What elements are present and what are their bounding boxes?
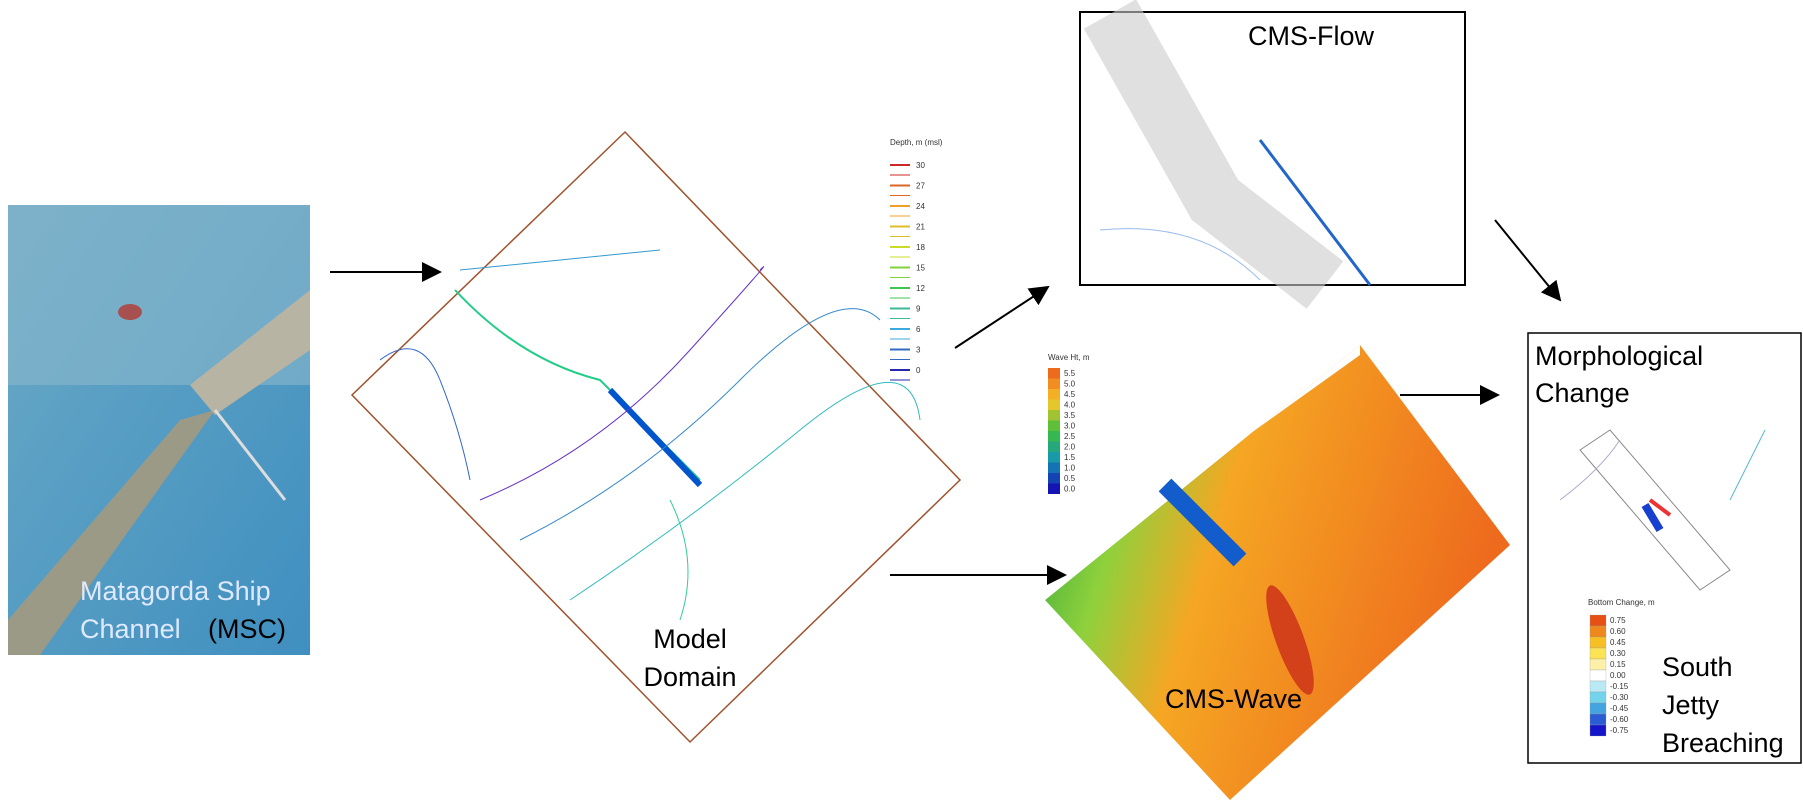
flow-label: CMS-Flow: [1248, 21, 1374, 51]
legend-label: 18: [916, 243, 925, 252]
figure: Depth, m (msl) 302724211815129630 CMS-Fl…: [0, 0, 1803, 804]
legend-label: 15: [916, 264, 925, 273]
legend-label: 0.0: [1064, 485, 1076, 494]
legend-label: 12: [916, 284, 925, 293]
legend-label: -0.30: [1610, 693, 1629, 702]
legend-swatch: [1048, 400, 1060, 411]
legend-label: 5.0: [1064, 380, 1076, 389]
domain-label: Model: [653, 624, 727, 654]
morph-label: Morphological: [1535, 341, 1703, 371]
legend-label: -0.45: [1610, 704, 1629, 713]
legend-swatch: [1590, 714, 1606, 725]
bottom-change-legend: 0.75 0.60 0.45 0.30 0.15 0.00 -0.15 -0.30 -0.45 -…: [1590, 615, 1629, 736]
note: Breaching: [1662, 728, 1784, 758]
legend-swatch: [1048, 473, 1060, 484]
legend-swatch: [1048, 389, 1060, 400]
note: Jetty: [1662, 690, 1720, 720]
legend-label: 24: [916, 202, 925, 211]
note: South: [1662, 652, 1733, 682]
domain-label: Domain: [643, 662, 736, 692]
legend-label: 0.5: [1064, 474, 1076, 483]
legend-swatch: [1590, 626, 1606, 637]
legend-swatch: [1590, 703, 1606, 714]
legend-title: Wave Ht, m: [1048, 353, 1090, 362]
legend-swatch: [1590, 659, 1606, 670]
legend-label: 9: [916, 305, 921, 314]
legend-swatch: [1048, 431, 1060, 442]
legend-label: 2.5: [1064, 432, 1076, 441]
morph-label: Change: [1535, 378, 1630, 408]
legend-label: 0: [916, 366, 921, 375]
legend-swatch: [1590, 637, 1606, 648]
legend-label: 2.0: [1064, 443, 1076, 452]
legend-label: 5.5: [1064, 369, 1076, 378]
legend-label: 21: [916, 223, 925, 232]
legend-label: 1.0: [1064, 464, 1076, 473]
legend-swatch: [1048, 484, 1060, 495]
legend-label: 0.60: [1610, 627, 1626, 636]
satellite-tag: (MSC): [208, 614, 286, 644]
legend-title: Depth, m (msl): [890, 138, 943, 147]
legend-swatch: [1590, 670, 1606, 681]
legend-title: Bottom Change, m: [1588, 598, 1655, 607]
legend-label: -0.15: [1610, 682, 1629, 691]
legend-swatch: [1048, 368, 1060, 379]
legend-label: 27: [916, 182, 925, 191]
legend-swatch: [1590, 648, 1606, 659]
legend-label: 0.15: [1610, 660, 1626, 669]
legend-label: 0.00: [1610, 671, 1626, 680]
legend-label: 3.0: [1064, 422, 1076, 431]
legend-label: 4.0: [1064, 401, 1076, 410]
legend-swatch: [1048, 410, 1060, 421]
legend-swatch: [1590, 615, 1606, 626]
legend-swatch: [1590, 692, 1606, 703]
legend-label: 0.30: [1610, 649, 1626, 658]
legend-label: 0.45: [1610, 638, 1626, 647]
legend-label: 30: [916, 161, 925, 170]
legend-label: 6: [916, 325, 921, 334]
legend-label: 1.5: [1064, 453, 1076, 462]
legend-swatch: [1048, 452, 1060, 463]
legend-swatch: [1590, 725, 1606, 736]
legend-label: 0.75: [1610, 616, 1626, 625]
satellite-label: Channel: [80, 614, 181, 644]
legend-label: 4.5: [1064, 390, 1076, 399]
legend-label: 3.5: [1064, 411, 1076, 420]
legend-swatch: [1590, 681, 1606, 692]
cms-flow-image: [1080, 12, 1465, 285]
satellite-label: Matagorda Ship: [80, 576, 271, 606]
cms-wave-image: [1045, 345, 1510, 800]
legend-swatch: [1048, 421, 1060, 432]
legend-label: -0.75: [1610, 726, 1629, 735]
wave-label: CMS-Wave: [1165, 684, 1302, 714]
legend-label: 3: [916, 346, 921, 355]
legend-swatch: [1048, 379, 1060, 390]
legend-label: -0.60: [1610, 715, 1629, 724]
legend-swatch: [1048, 442, 1060, 453]
legend-swatch: [1048, 463, 1060, 474]
wave-legend: 5.5 5.04.5 4.03.5 3.02.5 2.01.5 1.00.5 0.0: [1048, 368, 1076, 494]
